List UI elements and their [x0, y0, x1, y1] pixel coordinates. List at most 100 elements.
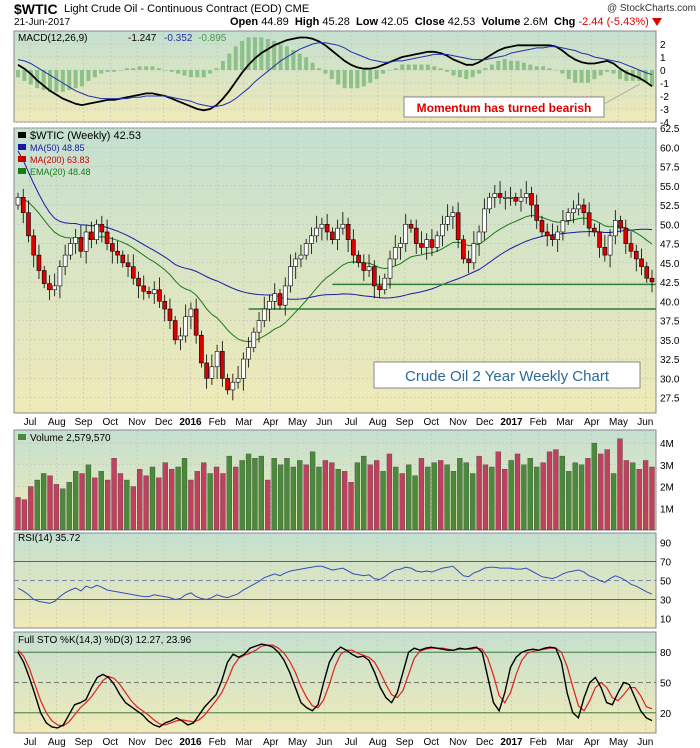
x-tick-label-bottom: Jul — [345, 737, 358, 748]
high-value: 45.28 — [322, 16, 350, 28]
volume-bar — [226, 455, 232, 531]
candle-body — [377, 285, 382, 291]
macd-histogram-bar — [361, 70, 366, 87]
exchange-text: CME — [284, 3, 310, 15]
price-y-tick: 62.5 — [660, 124, 680, 135]
candle-body — [403, 223, 409, 244]
rsi-y-tick: 90 — [660, 539, 672, 550]
candle-body — [371, 266, 377, 287]
candle-body — [351, 239, 356, 256]
volume-bar — [137, 468, 143, 531]
candle-body — [20, 197, 26, 214]
macd-histogram-bar — [521, 62, 526, 70]
candle-body — [120, 254, 126, 264]
macd-histogram-bar — [92, 70, 97, 78]
price-y-tick: 35.0 — [660, 336, 680, 347]
volume-bar — [316, 466, 322, 531]
price-legend-symbol: $WTIC (Weekly) 42.53 — [30, 130, 141, 142]
x-tick-label-top: Jun — [316, 417, 332, 428]
volume-bar — [514, 453, 521, 531]
macd-histogram-bar — [252, 37, 257, 70]
candle-body — [78, 237, 84, 252]
volume-bar — [534, 466, 540, 531]
sto-legend: Full STO %K(14,3) %D(3) 12.27, 23.96 — [18, 635, 192, 646]
x-tick-label-top: 2016 — [179, 417, 202, 428]
x-tick-label-bottom: May — [288, 737, 307, 748]
candle-body — [267, 301, 272, 310]
candle-body — [387, 258, 393, 279]
candle-body — [613, 220, 618, 237]
x-tick-label-top: Dec — [476, 417, 494, 428]
volume-bar — [15, 497, 21, 531]
candle-body — [335, 227, 340, 240]
volume-y-tick: 1M — [660, 504, 674, 515]
macd-legend-name: MACD(12,26,9) — [18, 33, 87, 44]
sto-y-tick: 80 — [660, 648, 672, 659]
candle-body — [303, 243, 309, 256]
macd-histogram-bar — [99, 70, 104, 74]
x-tick-label-bottom: Apr — [263, 737, 279, 748]
candle-body — [230, 381, 236, 391]
volume-bar — [149, 466, 156, 531]
volume-bar — [297, 460, 303, 531]
candle-body — [330, 231, 335, 240]
candle-body — [99, 223, 105, 233]
macd-histogram-bar — [573, 70, 578, 83]
candle-body — [157, 289, 162, 302]
candle-body — [455, 212, 461, 240]
candle-body — [251, 331, 257, 348]
volume-bar — [47, 475, 53, 531]
candle-body — [413, 227, 419, 244]
candle-body — [89, 231, 94, 240]
candle-body — [424, 239, 429, 248]
macd-histogram-bar — [650, 70, 654, 87]
macd-histogram-bar — [445, 70, 450, 72]
volume-bar — [380, 471, 386, 531]
volume-bar — [559, 455, 565, 531]
macd-histogram-bar — [541, 66, 546, 70]
legend-swatch — [18, 168, 26, 174]
macd-histogram-bar — [214, 68, 219, 70]
legend-swatch — [18, 434, 26, 440]
candle-body — [241, 358, 246, 379]
candle-body — [136, 277, 141, 287]
candle-body — [15, 197, 21, 206]
x-tick-label-top: Jul — [345, 417, 358, 428]
candle-body — [272, 293, 278, 302]
price-y-tick: 55.0 — [660, 182, 680, 193]
volume-bar — [34, 479, 40, 531]
macd-histogram-bar — [592, 70, 597, 80]
macd-histogram-bar — [54, 70, 59, 92]
candle-body — [382, 277, 388, 291]
candle-body — [434, 235, 440, 248]
candle-body — [597, 231, 602, 248]
volume-bar — [252, 458, 258, 531]
price-y-tick: 50.0 — [660, 220, 680, 231]
rsi-y-tick: 10 — [660, 615, 672, 626]
volume-bar — [630, 462, 636, 531]
candle-body — [214, 351, 220, 368]
volume-bar — [527, 458, 533, 531]
candle-body — [476, 231, 482, 244]
price-y-tick: 42.5 — [660, 278, 680, 289]
price-y-tick: 40.0 — [660, 297, 680, 308]
candle-body — [440, 223, 445, 237]
volume-bar — [85, 464, 92, 531]
volume-bar — [98, 471, 104, 531]
macd-y-tick: -3 — [660, 105, 669, 116]
candle-body — [167, 308, 173, 321]
candle-body — [104, 231, 110, 244]
chg-value: -2.44 (-5.43%) — [578, 16, 649, 28]
candle-body — [309, 235, 314, 244]
macd-histogram-bar — [579, 70, 584, 83]
candle-body — [356, 254, 361, 264]
macd-histogram-bar — [413, 64, 418, 70]
macd-histogram-bar — [553, 70, 558, 71]
low-value: 42.05 — [381, 16, 409, 28]
volume-legend: Volume 2,579,570 — [30, 433, 111, 444]
volume-bar — [393, 466, 399, 531]
candle-body — [151, 289, 157, 294]
volume-bar — [207, 473, 213, 531]
price-y-tick: 27.5 — [660, 394, 680, 405]
volume-bar — [553, 449, 559, 531]
